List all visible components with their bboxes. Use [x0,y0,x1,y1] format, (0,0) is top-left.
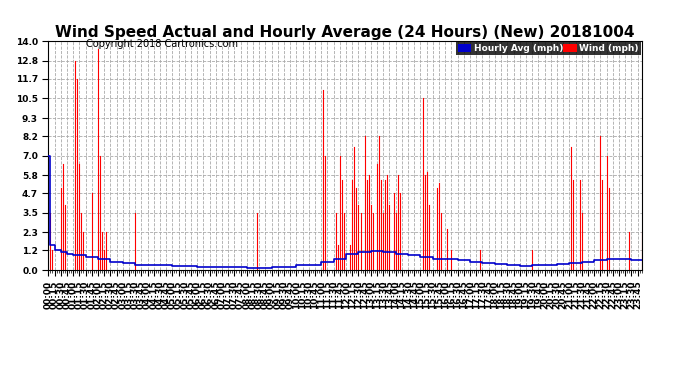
Legend: Hourly Avg (mph), Wind (mph): Hourly Avg (mph), Wind (mph) [456,42,641,55]
Text: Copyright 2018 Cartronics.com: Copyright 2018 Cartronics.com [86,39,238,50]
Title: Wind Speed Actual and Hourly Average (24 Hours) (New) 20181004: Wind Speed Actual and Hourly Average (24… [55,25,635,40]
